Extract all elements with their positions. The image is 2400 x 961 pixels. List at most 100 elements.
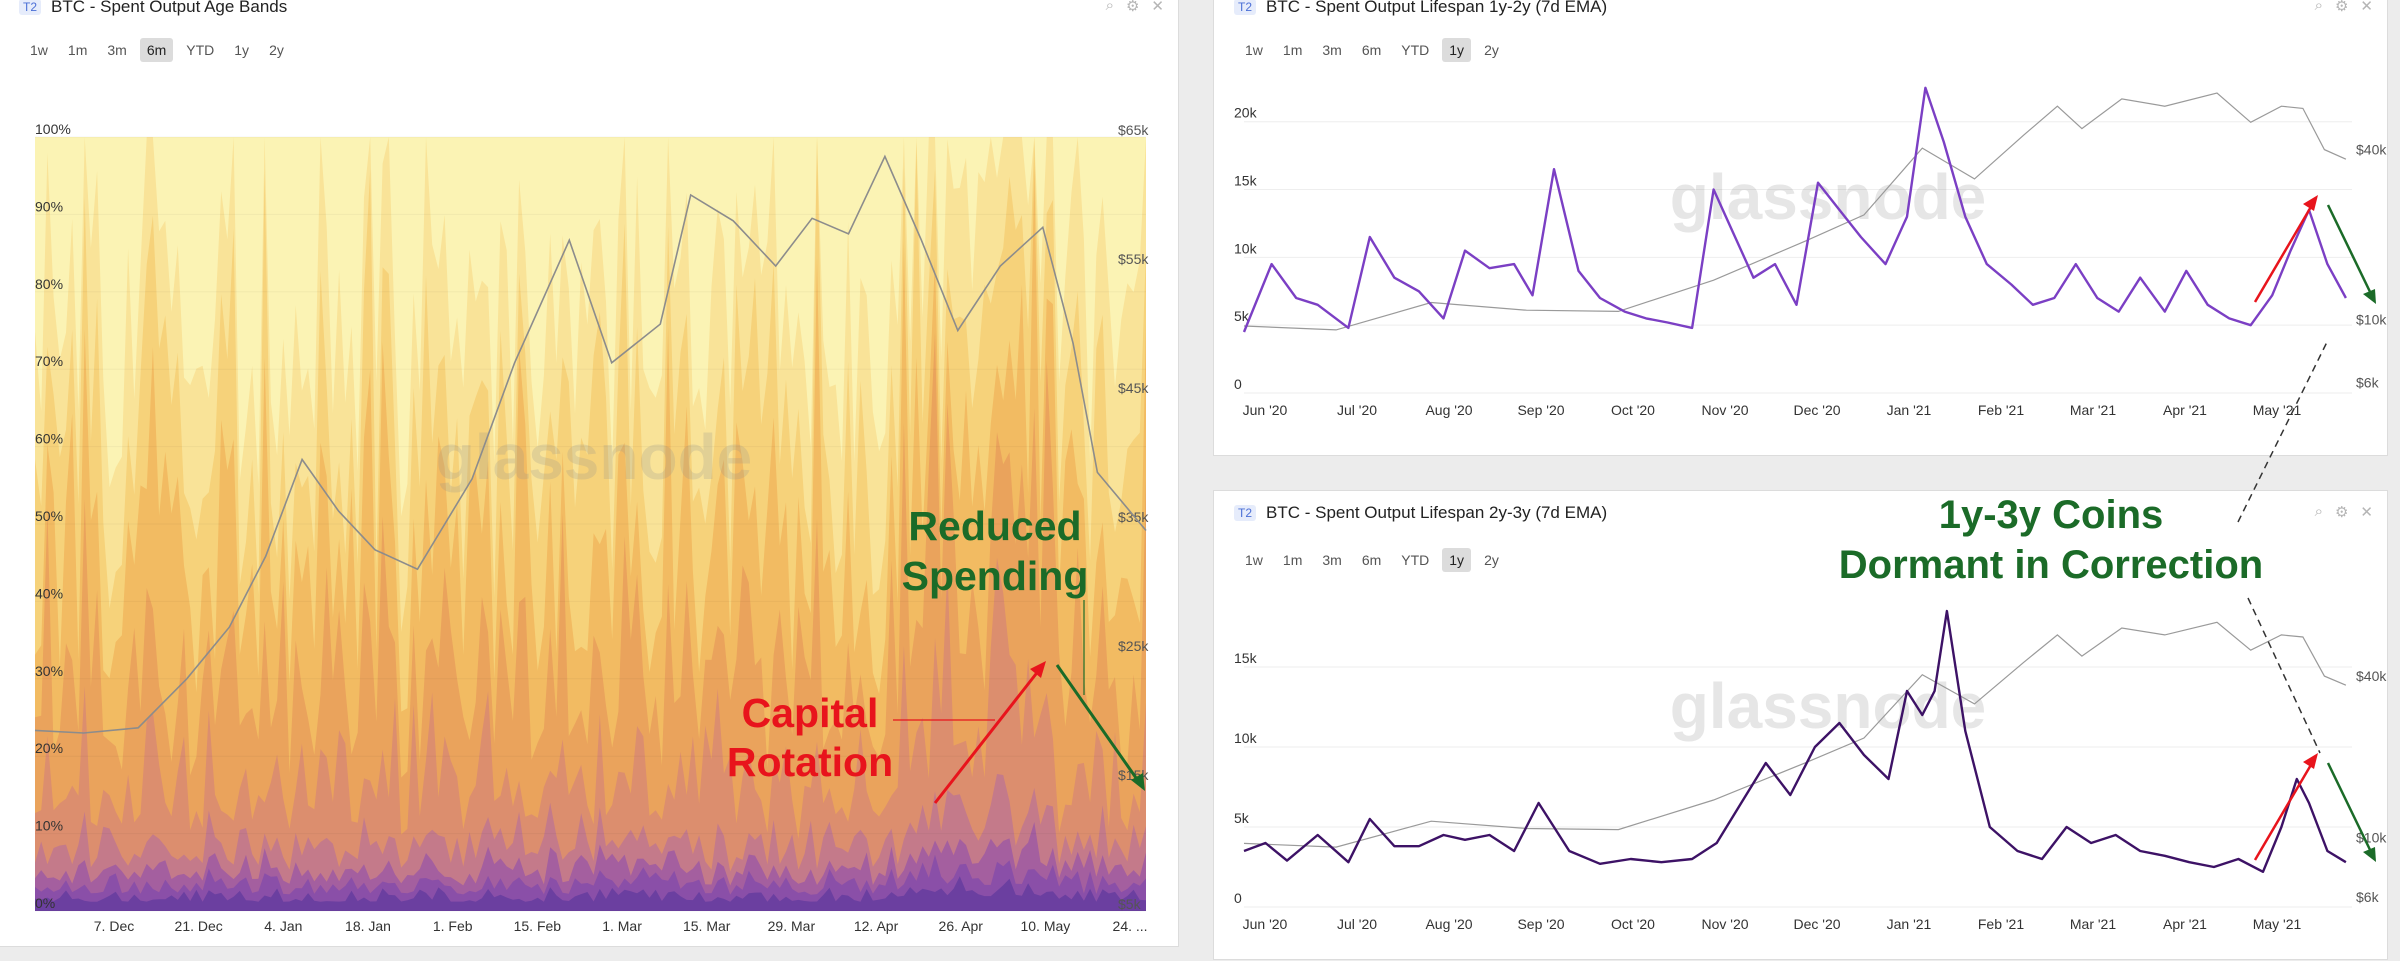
- x-tick-label: 1. Mar: [602, 918, 642, 934]
- y-tick-label-left: 5k: [1234, 810, 1250, 826]
- range-button-2y[interactable]: 2y: [1484, 42, 1499, 58]
- y-tick-label-right: $40k: [2356, 668, 2387, 684]
- age-band-0: [35, 876, 1146, 911]
- x-tick-label: Mar '21: [2070, 916, 2116, 932]
- y-tick-label-left: 10%: [35, 818, 63, 834]
- y-tick-label-right: $10k: [2356, 829, 2387, 845]
- range-button-2y[interactable]: 2y: [1484, 552, 1499, 568]
- range-selector: 1w 1m 3m 6m YTD 1y 2y: [23, 38, 291, 62]
- y-tick-label-right: $55k: [1118, 251, 1149, 267]
- y-tick-label-right: $65k: [1118, 122, 1149, 138]
- x-tick-label: Aug '20: [1425, 916, 1472, 932]
- panel-title: T2 BTC - Spent Output Lifespan 2y-3y (7d…: [1234, 503, 1607, 523]
- x-tick-label: 18. Jan: [345, 918, 391, 934]
- y-tick-label-right: $6k: [2356, 889, 2380, 905]
- close-icon[interactable]: ✕: [1151, 0, 1164, 15]
- x-tick-label: Apr '21: [2163, 402, 2207, 418]
- y-tick-label-left: 0: [1234, 376, 1242, 392]
- zoom-icon[interactable]: ⌕: [1105, 0, 1114, 14]
- range-button-1w[interactable]: 1w: [30, 42, 48, 58]
- y-tick-label-right: $25k: [1118, 638, 1149, 654]
- range-button-3m[interactable]: 3m: [1322, 552, 1342, 568]
- y-tick-label-right: $15k: [1118, 767, 1149, 783]
- range-selector: 1w 1m 3m 6m YTD 1y 2y: [1238, 38, 1506, 62]
- x-tick-label: 15. Feb: [514, 918, 562, 934]
- lifespan-2y3y-panel: T2 BTC - Spent Output Lifespan 2y-3y (7d…: [1213, 490, 2388, 960]
- age-bands-chart: 0% 10% 20% 30% 40% 50% 60% 70% 80% 90% 100% $5k $15k…: [34, 121, 1149, 934]
- watermark: glassnode: [1670, 670, 1987, 742]
- x-tick-label: 15. Mar: [683, 918, 731, 934]
- y-tick-label-right: $6k: [2356, 374, 2380, 390]
- x-tick-label: Jun '20: [1243, 402, 1288, 418]
- x-tick-label: 21. Dec: [175, 918, 223, 934]
- gear-icon[interactable]: ⚙: [1125, 0, 1140, 15]
- x-tick-label: Oct '20: [1611, 916, 1655, 932]
- panel-header-icons: ⌕ ⚙ ✕: [2315, 0, 2373, 15]
- range-button-1y[interactable]: 1y: [1442, 548, 1472, 572]
- range-button-1m[interactable]: 1m: [1282, 552, 1303, 568]
- gear-icon[interactable]: ⚙: [2334, 0, 2349, 15]
- range-button-ytd[interactable]: YTD: [1401, 42, 1430, 58]
- range-button-2y[interactable]: 2y: [269, 42, 284, 58]
- y-tick-label-left: 15k: [1234, 173, 1258, 189]
- y-tick-label-right: $40k: [2356, 142, 2387, 158]
- range-button-3m[interactable]: 3m: [107, 42, 127, 58]
- panel-title-text: BTC - Spent Output Lifespan 2y-3y (7d EM…: [1266, 503, 1608, 522]
- y-tick-label-left: 40%: [35, 585, 63, 601]
- lifespan-1y2y-panel: T2 BTC - Spent Output Lifespan 1y-2y (7d…: [1213, 0, 2388, 456]
- gear-icon[interactable]: ⚙: [2334, 504, 2349, 521]
- x-tick-label: Jun '20: [1243, 916, 1288, 932]
- range-button-1y[interactable]: 1y: [1442, 38, 1472, 62]
- x-tick-label: Oct '20: [1611, 402, 1655, 418]
- range-button-6m[interactable]: 6m: [139, 38, 174, 62]
- y-tick-label-left: 20%: [35, 740, 63, 756]
- range-selector: 1w 1m 3m 6m YTD 1y 2y: [1238, 548, 1506, 572]
- y-tick-label-left: 60%: [35, 431, 63, 447]
- age-band-6: [35, 165, 1146, 911]
- close-icon[interactable]: ✕: [2360, 504, 2373, 521]
- range-button-1w[interactable]: 1w: [1245, 552, 1263, 568]
- price-line: [1243, 92, 2347, 331]
- x-tick-label: Jan '21: [1887, 402, 1932, 418]
- x-tick-label: 1. Feb: [433, 918, 473, 934]
- tier-badge: T2: [19, 0, 42, 15]
- y-tick-label-left: 20k: [1234, 105, 1258, 121]
- range-button-3m[interactable]: 3m: [1322, 42, 1342, 58]
- panel-title: T2 BTC - Spent Output Age Bands: [19, 0, 287, 17]
- panel-title: T2 BTC - Spent Output Lifespan 1y-2y (7d…: [1234, 0, 1607, 17]
- y-tick-label-left: 100%: [35, 121, 71, 137]
- price-line: [34, 154, 1147, 734]
- range-button-ytd[interactable]: YTD: [186, 42, 215, 58]
- y-tick-label-left: 10k: [1234, 730, 1258, 746]
- y-tick-label-left: 0: [1234, 890, 1242, 906]
- zoom-icon[interactable]: ⌕: [2314, 0, 2323, 14]
- range-button-ytd[interactable]: YTD: [1401, 552, 1430, 568]
- y-tick-label-left: 30%: [35, 663, 63, 679]
- range-button-1w[interactable]: 1w: [1245, 42, 1263, 58]
- x-tick-label: Feb '21: [1978, 916, 2024, 932]
- y-tick-label-left: 90%: [35, 198, 63, 214]
- age-band-4: [35, 557, 1146, 911]
- range-button-1m[interactable]: 1m: [1282, 42, 1303, 58]
- x-tick-label: 7. Dec: [94, 918, 134, 934]
- range-button-1m[interactable]: 1m: [67, 42, 88, 58]
- x-tick-label: Jul '20: [1337, 402, 1377, 418]
- range-button-6m[interactable]: 6m: [1361, 42, 1382, 58]
- panel-title-text: BTC - Spent Output Age Bands: [51, 0, 288, 16]
- y-tick-label-left: 80%: [35, 276, 63, 292]
- x-tick-label: 29. Mar: [768, 918, 816, 934]
- close-icon[interactable]: ✕: [2360, 0, 2373, 15]
- x-tick-label: Aug '20: [1425, 402, 1472, 418]
- x-tick-label: Jan '21: [1887, 916, 1932, 932]
- x-tick-label: Sep '20: [1517, 916, 1564, 932]
- lifespan-line: [1242, 86, 2347, 333]
- tier-badge: T2: [1234, 505, 1257, 521]
- range-button-6m[interactable]: 6m: [1361, 552, 1382, 568]
- x-tick-label: 10. May: [1020, 918, 1070, 934]
- lifespan-2y3y-chart: 0 5k 10k 15k glassnode Jun '20 Jul '20 Aug '20 S…: [1234, 609, 2387, 932]
- y-tick-label-left: 50%: [35, 508, 63, 524]
- x-tick-label: 12. Apr: [854, 918, 899, 934]
- tier-badge: T2: [1234, 0, 1257, 15]
- range-button-1y[interactable]: 1y: [234, 42, 250, 58]
